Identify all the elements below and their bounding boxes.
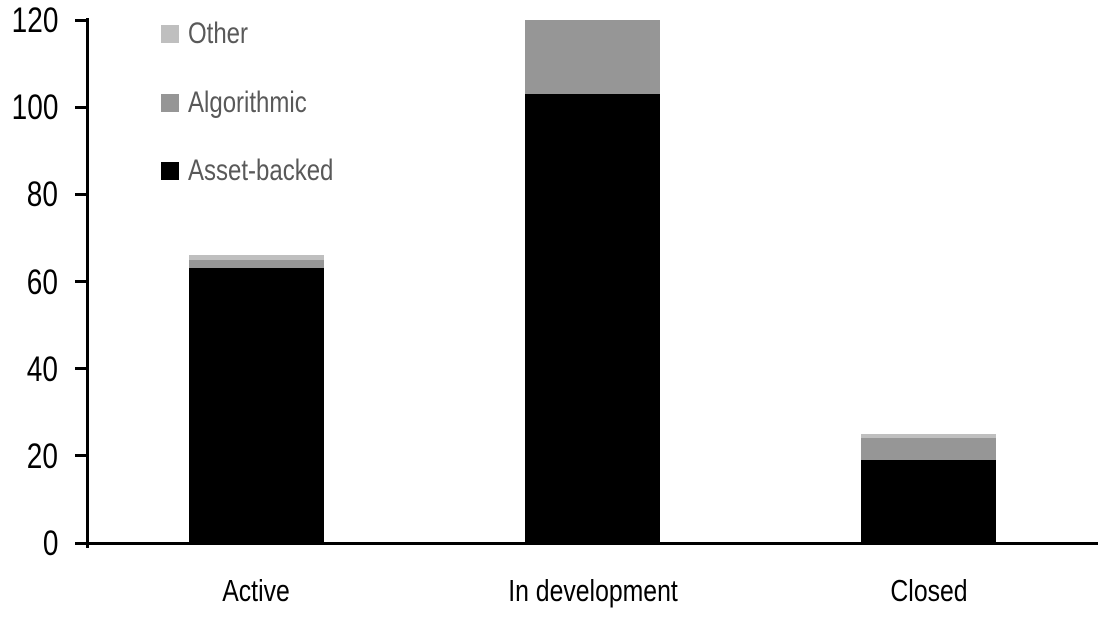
legend-label: Other (188, 17, 249, 50)
y-axis-tick-mark (75, 454, 88, 458)
y-axis-tick-label: 0 (42, 524, 58, 563)
bar-closed-other-segment (861, 434, 997, 439)
bar-active-asset-backed-segment (188, 268, 324, 543)
legend-item-other: Other (161, 16, 263, 52)
bar-in-development-algorithmic-segment (525, 20, 660, 95)
bar-active-algorithmic-segment (188, 259, 324, 269)
x-axis-label-active: Active (222, 573, 290, 608)
x-axis-line (75, 542, 1098, 545)
y-axis-tick-label: 120 (11, 1, 59, 40)
bar-closed-asset-backed-segment (861, 460, 997, 543)
y-axis-tick-label: 20 (26, 436, 58, 476)
y-axis-tick-mark (75, 192, 88, 196)
legend-label: Asset-backed (188, 154, 334, 187)
bar-active-other-segment (188, 255, 324, 260)
x-axis-label-in-development: In development (507, 573, 678, 608)
y-axis-line (86, 18, 89, 548)
legend-item-asset-backed: Asset-backed (161, 153, 370, 189)
y-axis-tick-label: 80 (26, 175, 58, 215)
legend-label: Algorithmic (188, 85, 307, 119)
bar-closed-algorithmic-segment (861, 438, 997, 461)
y-axis-tick-label: 60 (26, 262, 58, 302)
x-axis-label-closed: Closed (890, 573, 968, 608)
y-axis-tick-mark (75, 105, 88, 109)
bar-in-development-asset-backed-segment (525, 94, 660, 543)
legend-item-algorithmic: Algorithmic (161, 85, 336, 121)
legend-swatch-asset-backed (161, 162, 179, 180)
y-axis-tick-mark (75, 280, 88, 283)
y-axis-tick-label: 100 (11, 88, 59, 128)
y-axis-tick-mark (75, 367, 88, 371)
legend-swatch-other (161, 25, 179, 43)
y-axis-tick-label: 40 (26, 349, 58, 389)
y-axis-tick-mark (75, 18, 88, 22)
legend-swatch-algorithmic (161, 93, 179, 112)
